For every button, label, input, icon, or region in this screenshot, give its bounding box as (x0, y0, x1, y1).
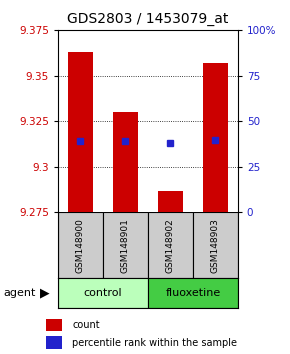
Bar (203, 63, 228, 212)
Bar (58, 278, 148, 308)
Text: GSM148901: GSM148901 (121, 218, 130, 273)
Text: GSM148900: GSM148900 (76, 218, 85, 273)
Bar (58, 212, 103, 278)
Text: agent: agent (3, 288, 35, 298)
Text: GSM148903: GSM148903 (211, 218, 220, 273)
Text: ▶: ▶ (40, 286, 50, 299)
Bar (193, 212, 238, 278)
Text: GDS2803 / 1453079_at: GDS2803 / 1453079_at (67, 12, 229, 27)
Bar (148, 278, 238, 308)
Bar (113, 112, 138, 212)
Bar (148, 212, 193, 278)
Bar (46, 319, 62, 331)
Bar (46, 336, 62, 349)
Bar (103, 212, 148, 278)
Text: percentile rank within the sample: percentile rank within the sample (72, 338, 237, 348)
Text: control: control (84, 288, 122, 298)
Text: count: count (72, 320, 100, 330)
Text: fluoxetine: fluoxetine (165, 288, 220, 298)
Text: GSM148902: GSM148902 (166, 218, 175, 273)
Bar (68, 52, 93, 212)
Bar (158, 190, 183, 212)
